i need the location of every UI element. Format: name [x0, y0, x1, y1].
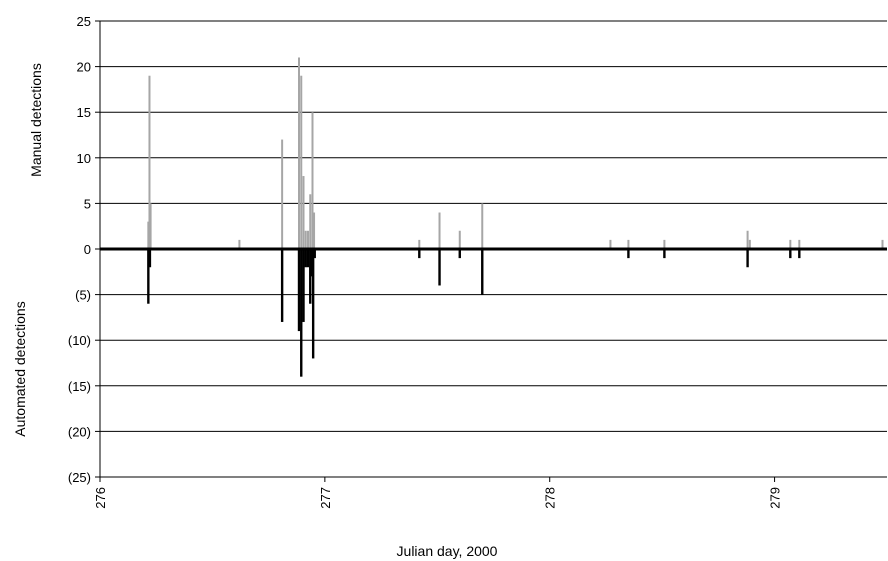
manual-detection-bar — [438, 212, 441, 249]
automated-detection-bar — [304, 249, 307, 268]
manual-detection-bar — [302, 176, 305, 249]
manual-detection-bar — [304, 230, 307, 249]
automated-detection-bar — [302, 249, 305, 322]
y-axis-title-automated: Automated detections — [12, 301, 28, 436]
manual-detection-bar — [458, 230, 461, 249]
automated-detection-bar — [481, 249, 484, 295]
y-tick-label: (20) — [68, 424, 91, 439]
manual-detection-bar — [481, 203, 484, 249]
x-tick-label: 276 — [93, 487, 108, 509]
manual-detection-bar — [789, 239, 792, 249]
automated-detection-bar — [311, 249, 315, 359]
y-tick-label: 20 — [77, 60, 91, 75]
x-tick-label: 278 — [543, 487, 558, 509]
manual-detection-bar — [309, 194, 312, 249]
automated-detection-bar — [798, 249, 801, 259]
manual-detection-bar — [311, 112, 314, 249]
y-tick-label: 25 — [77, 14, 91, 29]
y-axis-title-manual: Manual detections — [28, 63, 44, 177]
manual-detection-bar — [281, 139, 284, 249]
y-tick-label: 15 — [77, 105, 91, 120]
manual-detection-bar — [149, 203, 152, 249]
manual-detection-bar — [313, 212, 316, 249]
manual-detection-bar — [306, 230, 309, 249]
x-axis-title: Julian day, 2000 — [397, 543, 498, 559]
automated-detections-series — [147, 249, 801, 377]
automated-detection-bar — [306, 249, 310, 268]
automated-detection-bar — [310, 249, 314, 277]
automated-detection-bar — [280, 249, 284, 322]
manual-detection-bar — [147, 221, 150, 249]
manual-detection-bar — [881, 239, 884, 249]
x-tick-label: 277 — [318, 487, 333, 509]
axes — [99, 21, 887, 482]
manual-detections-series — [147, 57, 884, 250]
automated-detection-bar — [297, 249, 301, 332]
automated-detection-bar — [438, 249, 441, 286]
manual-detection-bar — [798, 239, 801, 249]
automated-detection-bar — [147, 249, 150, 304]
y-tick-labels: 25 20 15 10 5 0 (5) (10) (15) (20) (25) — [68, 14, 91, 485]
manual-detection-bar — [148, 75, 151, 249]
manual-detection-bar — [609, 239, 612, 249]
manual-detection-bar — [663, 239, 666, 249]
automated-detection-bar — [313, 249, 316, 259]
automated-detection-bar — [418, 249, 421, 259]
y-tick-label: 10 — [77, 151, 91, 166]
y-tick-label: 5 — [84, 196, 91, 211]
automated-detection-bar — [789, 249, 792, 259]
manual-detection-bar — [748, 239, 751, 249]
manual-detection-bar — [627, 239, 630, 249]
manual-detection-bar — [746, 230, 749, 249]
automated-detection-bar — [627, 249, 630, 259]
manual-detection-bar — [238, 239, 241, 249]
automated-detection-bar — [309, 249, 312, 304]
x-tick-label: 279 — [768, 487, 783, 509]
manual-detection-bar — [418, 239, 421, 249]
automated-detection-bar — [663, 249, 666, 259]
manual-detection-bar — [300, 75, 303, 249]
y-tick-label: (5) — [75, 288, 91, 303]
automated-detection-bar — [300, 249, 303, 377]
x-tick-labels: 276 277 278 279 — [93, 487, 783, 509]
automated-detection-bar — [746, 249, 749, 268]
y-tick-label: (25) — [68, 470, 91, 485]
manual-detection-bar — [298, 57, 300, 250]
automated-detection-bar — [458, 249, 461, 259]
y-tick-label: (10) — [68, 333, 91, 348]
gridlines — [95, 20, 887, 478]
y-tick-label: (15) — [68, 379, 91, 394]
y-tick-label: 0 — [84, 242, 91, 257]
automated-detection-bar — [148, 249, 152, 268]
